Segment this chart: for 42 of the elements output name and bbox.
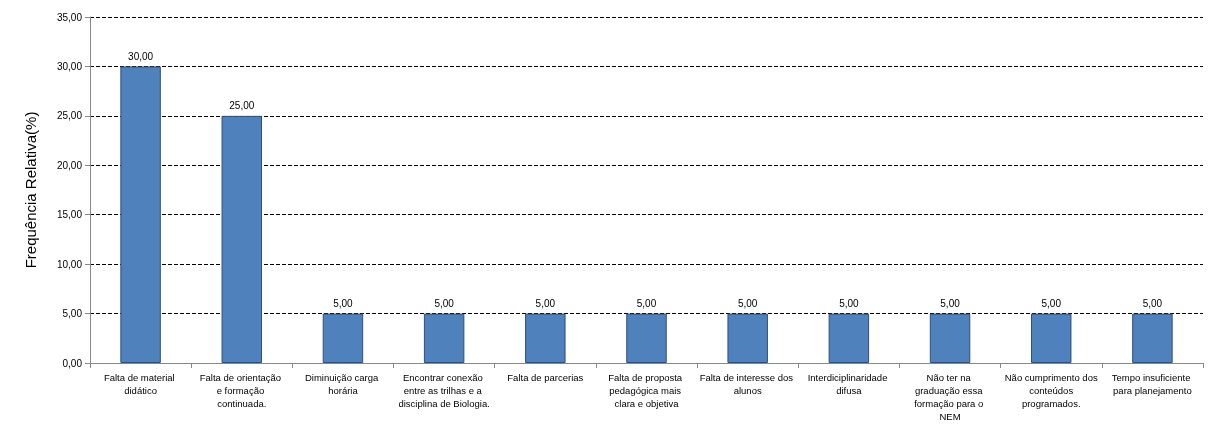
data-label: 5,00 bbox=[940, 298, 961, 310]
bar bbox=[1132, 313, 1173, 363]
x-tick-label: Não cumprimento dos conteúdos programados. bbox=[1004, 372, 1098, 409]
data-label: 5,00 bbox=[737, 298, 758, 310]
x-tick-label: Falta de proposta pedagógica mais clara e objetiva bbox=[608, 372, 685, 409]
data-label: 5,00 bbox=[1041, 298, 1062, 310]
bar bbox=[929, 313, 971, 363]
x-tick-label: Falta de material didático bbox=[103, 372, 178, 396]
data-label: 5,00 bbox=[1142, 298, 1163, 310]
bar bbox=[221, 115, 263, 363]
x-tick-label: Interdiciplinaridade difusa bbox=[807, 372, 891, 396]
x-tick-label: Encontrar conexão entre as trilhas e a disciplina de Biologia. bbox=[398, 372, 490, 409]
data-label: 5,00 bbox=[839, 298, 860, 310]
y-tick-label: 10,00 bbox=[56, 258, 83, 270]
bar bbox=[322, 313, 364, 363]
bar bbox=[120, 66, 161, 363]
data-label: 5,00 bbox=[434, 298, 455, 310]
x-tick-label: Não ter na graduação essa formação para o NEM bbox=[914, 372, 986, 422]
x-tick-label: Tempo insuficiente para planejamento bbox=[1111, 372, 1194, 396]
y-tick-label: 35,00 bbox=[56, 11, 83, 23]
data-label: 5,00 bbox=[636, 298, 657, 310]
y-tick-label: 25,00 bbox=[56, 110, 83, 122]
y-tick-label: 20,00 bbox=[56, 159, 83, 171]
x-tick-label: Falta de parcerias bbox=[507, 372, 584, 383]
x-tick-label: Falta de orientação e formação continuada. bbox=[199, 372, 284, 409]
data-label: 30,00 bbox=[128, 50, 154, 62]
data-label: 5,00 bbox=[333, 298, 354, 310]
data-label: 5,00 bbox=[535, 298, 556, 310]
bar bbox=[828, 313, 870, 363]
y-tick-label: 0,00 bbox=[62, 357, 83, 369]
bar bbox=[1030, 313, 1072, 363]
x-tick-label: Falta de interesse dos alunos bbox=[699, 372, 796, 396]
y-tick-label: 5,00 bbox=[62, 308, 83, 320]
bar bbox=[727, 313, 768, 363]
y-axis-title: Frequência Relativa(%) bbox=[22, 111, 39, 269]
bar bbox=[525, 313, 566, 363]
data-label: 25,00 bbox=[229, 100, 255, 112]
bar bbox=[423, 313, 465, 363]
x-tick-label: Diminuição carga horária bbox=[304, 372, 381, 396]
bar bbox=[626, 313, 667, 363]
y-tick-label: 30,00 bbox=[56, 60, 83, 72]
y-tick-label: 15,00 bbox=[56, 209, 83, 221]
